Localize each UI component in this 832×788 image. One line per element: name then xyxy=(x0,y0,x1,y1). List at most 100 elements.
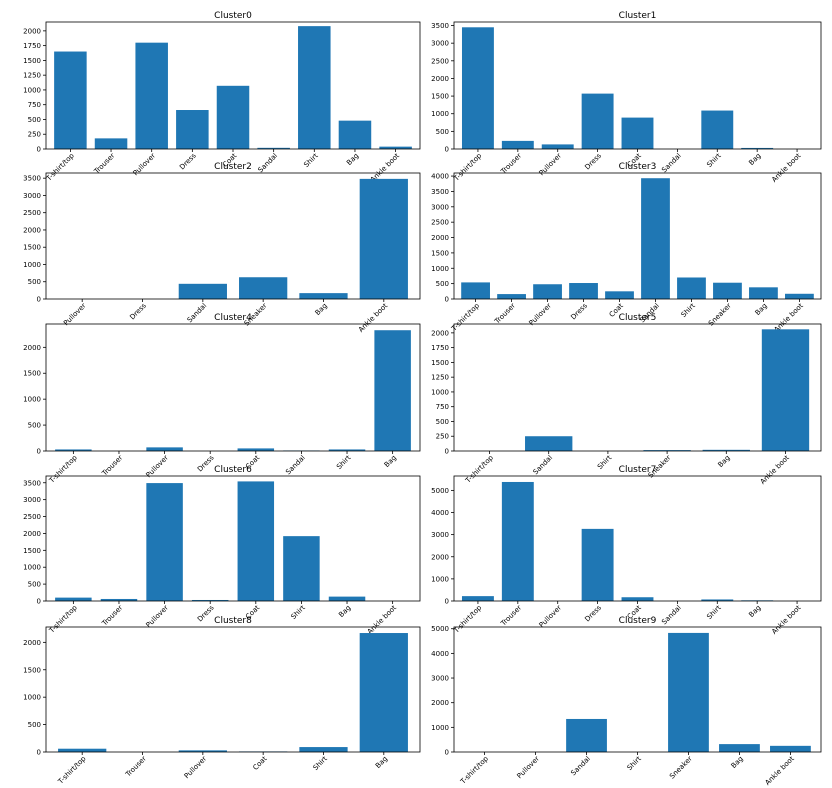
chart-title: Cluster5 xyxy=(619,313,657,323)
axes-frame xyxy=(45,172,421,300)
bar xyxy=(178,283,227,299)
bar xyxy=(58,748,107,752)
bar xyxy=(257,147,290,149)
y-tick-label: 1000 xyxy=(431,110,449,118)
y-tick-label: 5000 xyxy=(431,625,449,633)
y-tick-label: 0 xyxy=(445,146,449,154)
x-tick-label: Ankle boot xyxy=(759,454,791,486)
x-tick-label: T-shirt/top xyxy=(44,151,76,183)
x-tick-label: Trouser xyxy=(493,302,517,326)
x-tick-label: Pullover xyxy=(145,454,171,480)
x-tick-label: Bag xyxy=(716,454,731,469)
bar xyxy=(525,436,573,451)
bar xyxy=(605,291,634,299)
chart-title: Cluster3 xyxy=(619,162,657,172)
y-tick-label: 1000 xyxy=(431,724,449,732)
x-tick-label: Pullover xyxy=(62,302,88,328)
y-tick-label: 4000 xyxy=(431,173,449,181)
bar xyxy=(643,450,691,451)
y-tick-label: 0 xyxy=(37,146,41,154)
bar xyxy=(719,744,760,752)
chart-cluster-9: Cluster9 0 1000 2000 3000 4000 5000 T-shirt/top… xyxy=(431,616,822,787)
bar xyxy=(328,449,366,451)
x-tick-label: Dress xyxy=(583,152,603,172)
y-tick-label: 0 xyxy=(445,448,449,456)
bar xyxy=(461,27,494,149)
x-tick-label: Ankle boot xyxy=(770,152,802,184)
x-tick-label: T-shirt/top xyxy=(56,754,88,786)
axes-frame xyxy=(453,323,822,452)
x-tick-label: Trouser xyxy=(100,604,124,628)
y-tick-label: 2500 xyxy=(23,513,41,521)
y-tick-label: 1500 xyxy=(431,249,449,257)
chart-cluster-4: Cluster4 0 500 1000 1500 2000 T-shirt/top Trous… xyxy=(23,313,421,485)
chart-title: Cluster8 xyxy=(214,616,252,626)
bar xyxy=(178,750,227,752)
x-tick-label: Trouser xyxy=(499,152,523,176)
axes-frame xyxy=(45,626,421,753)
bar xyxy=(176,110,209,149)
x-tick-label: T-shirt/top xyxy=(458,754,490,786)
x-tick-label: Coat xyxy=(251,755,268,772)
y-tick-label: 2500 xyxy=(431,219,449,227)
chart-title: Cluster2 xyxy=(214,162,252,172)
bar xyxy=(641,178,670,299)
bar xyxy=(770,745,811,752)
bar xyxy=(135,42,168,149)
chart-cluster-2: Cluster2 0 500 1000 1500 2000 2500 3000 3500 Pull… xyxy=(23,162,421,334)
y-tick-label: 250 xyxy=(436,433,449,441)
chart-title: Cluster1 xyxy=(619,11,657,21)
y-tick-label: 750 xyxy=(436,403,449,411)
chart-cluster-7: Cluster7010002000300040005000T-shirt/top… xyxy=(431,465,822,636)
y-tick-label: 250 xyxy=(28,131,41,139)
chart-cluster-3: Cluster3 0 500 1000 1500 2000 2500 3000 3500 4000… xyxy=(431,162,822,334)
x-tick-label: T-shirt/top xyxy=(47,453,79,485)
x-tick-label: T-shirt/top xyxy=(463,453,495,485)
x-tick-label: T-shirt/top xyxy=(452,603,484,635)
chart-title: Cluster9 xyxy=(619,616,657,626)
y-tick-label: 1500 xyxy=(23,244,41,252)
x-tick-label: Sandal xyxy=(284,454,307,477)
bar xyxy=(299,293,348,299)
x-tick-label: Dress xyxy=(178,152,198,172)
bar xyxy=(283,536,320,601)
x-tick-label: Shirt xyxy=(290,604,307,621)
y-tick-label: 5000 xyxy=(431,487,449,495)
x-tick-label: Bag xyxy=(730,755,745,770)
bar xyxy=(541,144,574,149)
x-tick-label: Bag xyxy=(747,152,762,167)
y-tick-label: 2000 xyxy=(23,639,41,647)
y-tick-label: 0 xyxy=(37,749,41,757)
bar xyxy=(298,26,331,150)
x-tick-label: Pullover xyxy=(515,755,541,781)
y-tick-label: 1000 xyxy=(23,694,41,702)
y-tick-label: 500 xyxy=(436,280,449,288)
bar xyxy=(701,599,734,601)
x-tick-label: Sandal xyxy=(532,454,555,477)
y-tick-label: 4000 xyxy=(431,509,449,517)
bar xyxy=(216,85,250,149)
x-tick-label: Dress xyxy=(196,454,216,474)
bar xyxy=(374,330,411,451)
y-tick-label: 2500 xyxy=(23,209,41,217)
y-tick-label: 1000 xyxy=(431,388,449,396)
bar xyxy=(713,282,742,299)
x-tick-label: Shirt xyxy=(302,152,319,169)
bar xyxy=(701,110,734,149)
y-tick-label: 3000 xyxy=(23,192,41,200)
bar xyxy=(55,597,92,601)
bar xyxy=(338,120,372,149)
bar xyxy=(461,596,494,601)
x-tick-label: Trouser xyxy=(92,152,116,176)
bar xyxy=(501,481,534,601)
y-tick-label: 3500 xyxy=(23,175,41,183)
bar xyxy=(668,632,709,752)
chart-cluster-5: Cluster5 0 250 500 750 1000 1250 1500 1750 2000 T-… xyxy=(431,313,822,486)
bar xyxy=(359,633,408,752)
bar xyxy=(581,528,614,601)
x-tick-label: Bag xyxy=(314,302,329,317)
axes-frame xyxy=(45,475,421,602)
x-tick-label: Ankle boot xyxy=(764,755,796,787)
bar xyxy=(146,447,183,451)
y-tick-label: 0 xyxy=(37,448,41,456)
